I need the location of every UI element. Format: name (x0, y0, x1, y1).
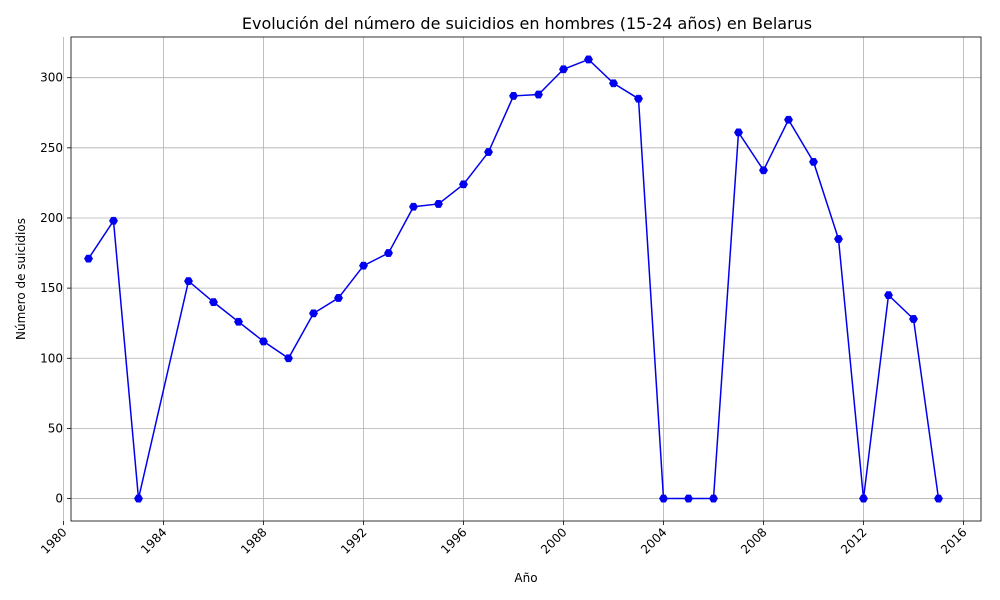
grid (63, 37, 981, 521)
x-tick-label: 1984 (138, 525, 169, 556)
data-point (284, 354, 293, 363)
data-point (509, 92, 518, 100)
data-point (484, 148, 493, 156)
series-line-group (84, 55, 943, 503)
data-point (909, 315, 918, 323)
data-point (309, 309, 318, 318)
x-tick-label: 1996 (438, 525, 469, 556)
x-tick-label: 1988 (238, 525, 269, 556)
y-axis: 0 50 100 150 200 250 300 (40, 71, 71, 506)
data-point (809, 157, 818, 166)
data-point (709, 494, 718, 503)
data-point (434, 200, 443, 208)
series-line (87, 58, 940, 500)
y-axis-label: Número de suicidios (14, 218, 28, 340)
x-tick-label: 2000 (538, 525, 569, 556)
y-tick-label: 100 (40, 351, 63, 365)
data-point (634, 94, 643, 103)
x-tick-label: 2016 (938, 525, 969, 556)
data-point (609, 79, 618, 88)
data-point (659, 494, 668, 503)
data-point (884, 291, 893, 300)
x-tick-label: 1980 (38, 525, 69, 556)
data-point (409, 202, 418, 211)
x-tick-label: 2012 (838, 525, 869, 556)
data-point (834, 235, 843, 243)
x-tick-label: 1992 (338, 525, 369, 556)
chart-title: Evolución del número de suicidios en hom… (242, 14, 812, 33)
y-tick-label: 150 (40, 281, 63, 295)
data-point (534, 90, 543, 99)
y-tick-label: 200 (40, 211, 63, 225)
data-point (184, 277, 193, 285)
data-point (84, 254, 93, 263)
data-point (684, 494, 693, 503)
x-axis-label: Año (514, 571, 537, 585)
x-tick-label: 2008 (738, 525, 769, 556)
y-tick-label: 50 (48, 421, 63, 435)
data-point (209, 298, 218, 307)
data-point (759, 166, 768, 175)
data-point (134, 494, 143, 503)
data-point (109, 216, 118, 225)
y-tick-label: 0 (55, 492, 63, 506)
data-point (559, 65, 568, 74)
plot-frame (70, 36, 982, 522)
y-tick-label: 300 (40, 71, 63, 85)
data-point (934, 494, 943, 503)
data-point (259, 337, 268, 346)
x-axis: 1980 1984 1988 1992 1996 2000 2004 2008 2012 2016 (38, 521, 970, 557)
data-point (359, 261, 368, 270)
data-point (234, 317, 243, 326)
y-tick-label: 250 (40, 141, 63, 155)
data-point (459, 180, 468, 189)
data-point (584, 55, 593, 64)
data-point (784, 115, 793, 124)
data-point (334, 294, 343, 302)
x-tick-label: 2004 (638, 525, 669, 556)
data-point (384, 249, 393, 257)
data-point (734, 128, 743, 137)
data-point (859, 494, 868, 503)
